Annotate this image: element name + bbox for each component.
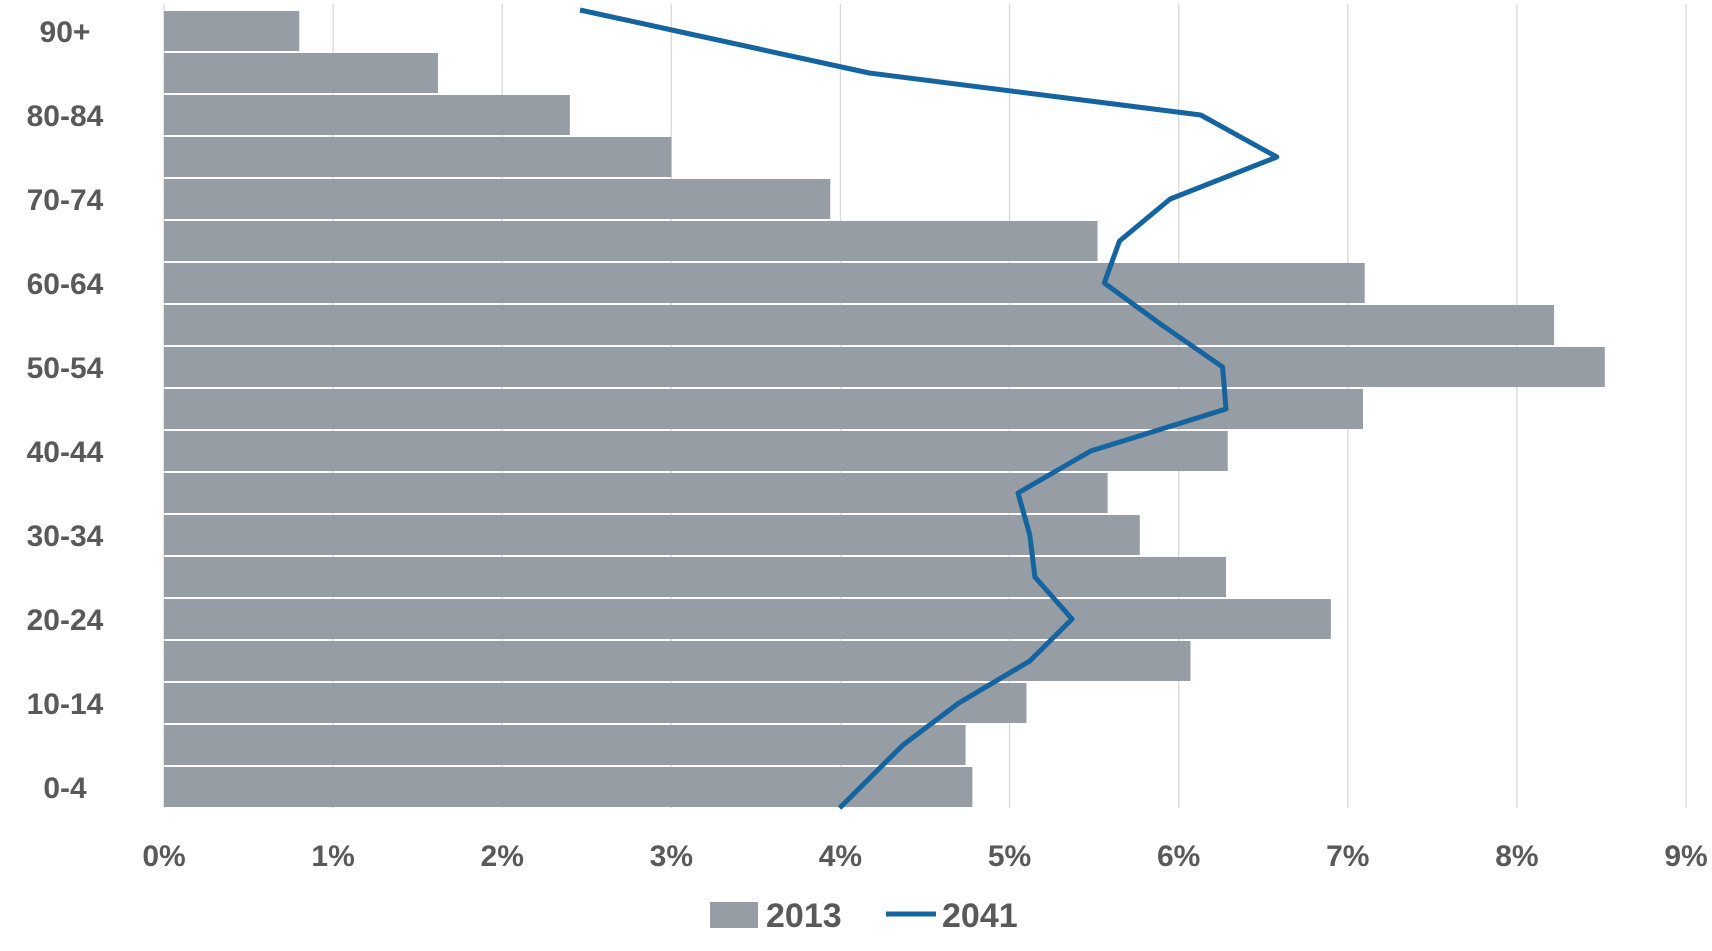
bar-75-79 — [164, 137, 672, 177]
y-tick-label: 90+ — [40, 16, 91, 49]
bar-5-9 — [164, 725, 966, 765]
legend-swatch-2013 — [710, 902, 758, 928]
x-tick-label: 5% — [988, 840, 1031, 873]
legend-label-2041: 2041 — [942, 897, 1018, 935]
series-line-2041 — [579, 7, 1280, 810]
bar-60-64 — [164, 263, 1365, 303]
x-tick-label: 4% — [819, 840, 862, 873]
y-tick-label: 70-74 — [27, 184, 104, 217]
bar-80-84 — [164, 95, 570, 135]
bar-45-49 — [164, 389, 1363, 429]
y-tick-label: 20-24 — [27, 604, 104, 637]
bar-65-69 — [164, 221, 1098, 261]
bar-35-39 — [164, 473, 1108, 513]
legend-label-2013: 2013 — [766, 897, 842, 935]
x-tick-label: 8% — [1495, 840, 1538, 873]
y-tick-label: 80-84 — [27, 100, 104, 133]
bar-50-54 — [164, 347, 1605, 387]
y-tick-label: 60-64 — [27, 268, 104, 301]
x-tick-label: 9% — [1664, 840, 1707, 873]
bar-25-29 — [164, 557, 1227, 597]
bar-70-74 — [164, 179, 831, 219]
y-tick-label: 10-14 — [27, 688, 104, 721]
bar-30-34 — [164, 515, 1140, 555]
y-tick-label: 30-34 — [27, 520, 104, 553]
bar-55-59 — [164, 305, 1555, 345]
bar-20-24 — [164, 599, 1331, 639]
x-tick-label: 2% — [481, 840, 524, 873]
bar-15-19 — [164, 641, 1191, 681]
y-tick-label: 0-4 — [43, 772, 87, 805]
y-tick-label: 40-44 — [27, 436, 104, 469]
bar-10-14 — [164, 683, 1027, 723]
bar-90+ — [164, 11, 300, 51]
bar-85-89 — [164, 53, 438, 93]
bar-0-4 — [164, 767, 973, 807]
x-tick-label: 1% — [311, 840, 354, 873]
x-tick-label: 6% — [1157, 840, 1200, 873]
x-tick-label: 3% — [650, 840, 693, 873]
x-tick-label: 0% — [142, 840, 185, 873]
y-tick-label: 50-54 — [27, 352, 104, 385]
x-tick-label: 7% — [1326, 840, 1369, 873]
bar-40-44 — [164, 431, 1228, 471]
